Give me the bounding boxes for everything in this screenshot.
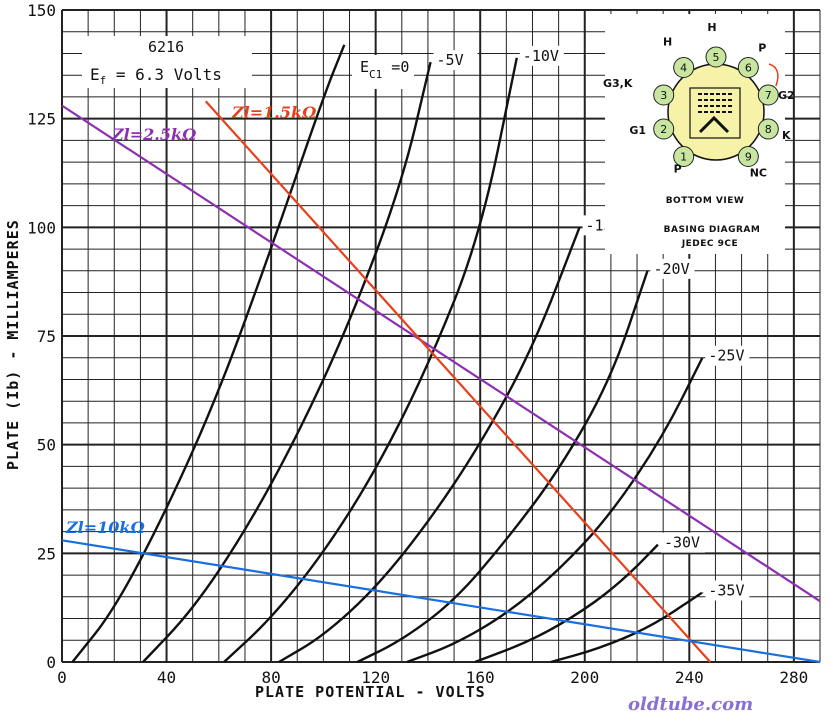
pin-number: 5: [713, 51, 720, 64]
y-tick-label: 100: [27, 218, 56, 237]
bias-label-main: E: [360, 58, 369, 76]
chart-subtitle: Ef = 6.3 Volts: [90, 65, 222, 87]
pin-circle: [653, 118, 675, 140]
plate-curve: [71, 44, 346, 663]
pin-circle: [757, 118, 779, 140]
load-line: [61, 104, 821, 603]
plate-curve: [550, 591, 704, 664]
x-tick-label: 280: [779, 668, 808, 687]
plate-curve: [223, 57, 518, 663]
curve-label: -20V: [653, 260, 689, 278]
pin-label: G1: [629, 124, 646, 137]
subtitle-rest: = 6.3 Volts: [106, 65, 222, 84]
load-line-label: Zl=1.5kΩ: [231, 103, 317, 122]
pin-label: K: [782, 129, 791, 142]
load-lines: Zl=2.5kΩ Zl=1.5kΩ Zl=10kΩ: [61, 100, 821, 664]
pin-number: 2: [660, 123, 667, 136]
grid-bias-label: EC1 =0: [352, 55, 414, 89]
pin-label: P: [674, 162, 682, 175]
x-tick-label: 80: [261, 668, 280, 687]
curve-label-bg: [660, 532, 705, 553]
pin-circle: [705, 46, 727, 68]
basing-caption-jedec: JEDEC 9CE: [681, 239, 738, 249]
plate-curve: [474, 543, 659, 664]
curve-label-bg: [650, 258, 695, 279]
watermark: oldtube.com: [628, 694, 753, 714]
subtitle-sub: f: [100, 74, 107, 87]
pin-number: 1: [680, 150, 687, 163]
curve-label-bg: [705, 580, 750, 601]
cathode-symbol: [698, 115, 730, 134]
curve-label-bg: [519, 45, 564, 66]
x-tick-label: 120: [361, 668, 390, 687]
basing-caption-view: BOTTOM VIEW: [666, 196, 745, 206]
y-tick-label: 125: [27, 110, 56, 129]
pin-label: H: [707, 21, 716, 34]
pin-number: 9: [745, 150, 752, 163]
y-tick-label: 0: [46, 653, 56, 672]
curve-label: -35V: [708, 581, 744, 599]
basing-caption-title: BASING DIAGRAM: [664, 225, 761, 235]
load-line-label: Zl=2.5kΩ: [111, 125, 197, 144]
pin-circle: [737, 57, 759, 79]
x-tick-label: 240: [675, 668, 704, 687]
load-line: [204, 100, 712, 663]
tube-info-box: 6216 Ef = 6.3 Volts: [82, 36, 252, 88]
pin-link: [768, 63, 779, 87]
chart-title: 6216: [148, 38, 184, 56]
x-tick-label: 0: [57, 668, 67, 687]
pin-number: 7: [765, 89, 772, 102]
pin-number: 4: [680, 62, 687, 75]
x-tick-label: 200: [570, 668, 599, 687]
pin-circle: [653, 84, 675, 106]
pin-label: G3,K: [603, 77, 633, 90]
load-line: [61, 539, 821, 664]
load-line-label: Zl=10kΩ: [65, 518, 146, 537]
curve-label: -30V: [664, 534, 700, 552]
pin-label: H: [663, 36, 672, 49]
pin-circle: [757, 84, 779, 106]
curve-label: -25V: [708, 347, 744, 365]
curve-label-bg: [705, 345, 750, 366]
pin-number: 6: [745, 62, 752, 75]
plate-curve: [356, 270, 649, 664]
curve-label: -5V: [437, 51, 464, 69]
plate-curve: [278, 226, 581, 664]
pin-number: 3: [660, 89, 667, 102]
bias-label-rest: =0: [382, 58, 409, 76]
bias-label-sub: C1: [369, 68, 382, 81]
y-tick-label: 25: [37, 544, 56, 563]
x-tick-label: 40: [157, 668, 176, 687]
y-tick-label: 150: [27, 1, 56, 20]
y-tick-label: 50: [37, 436, 56, 455]
pin-circle: [737, 145, 759, 167]
electrode-outline: [689, 87, 741, 139]
plate-curve: [406, 357, 704, 664]
pin-circle: [673, 57, 695, 79]
pin-number: 8: [765, 123, 772, 136]
x-axis-label: PLATE POTENTIAL - VOLTS: [255, 683, 486, 701]
curve-label-bg: [433, 50, 478, 71]
svg-text:EC1 =0: EC1 =0: [360, 58, 409, 81]
curve-label: -10V: [523, 47, 559, 65]
x-tick-label: 160: [466, 668, 495, 687]
subtitle-main: E: [90, 65, 100, 84]
pin-label: P: [758, 42, 766, 55]
y-tick-label: 75: [37, 327, 56, 346]
plate-curve: [142, 61, 432, 663]
pin-label: NC: [750, 166, 767, 179]
pin-label: G2: [778, 89, 795, 102]
y-axis-label: PLATE (Ib) - MILLIAMPERES: [4, 219, 22, 470]
pin-circle: [673, 145, 695, 167]
chart-grid: [61, 9, 821, 663]
